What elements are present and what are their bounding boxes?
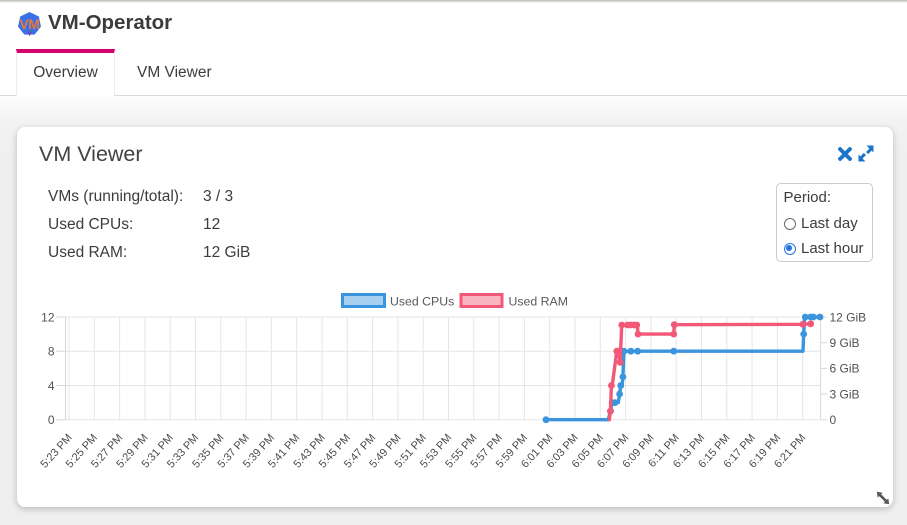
svg-text:3 GiB: 3 GiB — [830, 387, 860, 401]
svg-text:8: 8 — [48, 345, 55, 359]
svg-text:VM: VM — [20, 17, 40, 32]
svg-text:4: 4 — [48, 379, 55, 393]
svg-text:12 GiB: 12 GiB — [830, 310, 867, 324]
svg-text:0: 0 — [830, 413, 837, 427]
svg-text:0: 0 — [48, 413, 55, 427]
svg-text:6 GiB: 6 GiB — [830, 362, 860, 376]
svg-text:Used CPUs: Used CPUs — [390, 295, 454, 309]
svg-text:9 GiB: 9 GiB — [830, 336, 860, 350]
svg-text:12: 12 — [41, 310, 55, 324]
svg-text:Used RAM: Used RAM — [509, 295, 568, 309]
